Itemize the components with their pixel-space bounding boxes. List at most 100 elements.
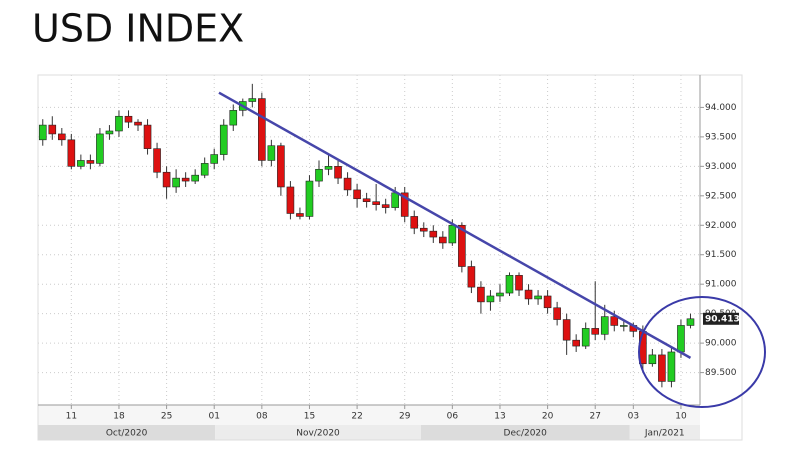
x-tick-label: 20	[542, 412, 554, 422]
candle-body	[429, 230, 438, 238]
month-label: Nov/2020	[296, 429, 340, 439]
y-tick-label: 91.500	[705, 250, 737, 260]
candle-body	[372, 201, 380, 205]
candle-body	[77, 160, 85, 167]
x-tick-label: 18	[113, 412, 125, 422]
month-band	[215, 425, 421, 440]
candle-body	[343, 177, 352, 191]
candle-body	[248, 98, 257, 102]
candle-body	[410, 216, 419, 229]
month-label: Oct/2020	[106, 429, 148, 439]
y-tick-label: 90.000	[705, 339, 737, 349]
candle-body	[439, 236, 447, 244]
y-tick-label: 92.500	[705, 191, 737, 201]
candle-body	[305, 180, 314, 217]
candle-body	[543, 295, 552, 309]
y-tick-label: 91.000	[705, 280, 737, 290]
x-tick-label: 10	[675, 412, 687, 422]
y-tick-label: 93.500	[705, 132, 737, 142]
candle-body	[115, 115, 123, 132]
candle-body	[86, 160, 95, 164]
x-tick-label: 01	[208, 412, 219, 422]
month-band	[420, 425, 630, 440]
candle-body	[191, 174, 199, 182]
y-tick-label: 89.500	[705, 368, 737, 378]
candle-body	[581, 328, 590, 347]
candle-body	[96, 133, 104, 164]
date-band	[38, 405, 700, 425]
candle-body	[600, 316, 609, 335]
candle-body	[105, 130, 114, 135]
candle-body	[286, 186, 295, 214]
candle-body	[591, 328, 600, 335]
candle-body	[619, 325, 628, 327]
x-tick-label: 22	[351, 412, 362, 422]
candle-body	[477, 286, 485, 303]
candle-body	[610, 316, 619, 326]
candle-body	[229, 110, 238, 126]
candle-body	[143, 124, 152, 149]
candle-body	[324, 166, 333, 170]
y-tick-label: 94.000	[705, 103, 737, 113]
candle-body	[315, 168, 323, 182]
candle-body	[515, 275, 523, 291]
month-label: Dec/2020	[504, 429, 548, 439]
candle-body	[210, 154, 219, 164]
candle-body	[296, 213, 304, 217]
candle-body	[419, 227, 428, 232]
candle-body	[258, 98, 266, 161]
x-tick-label: 15	[304, 412, 315, 422]
candle-body	[124, 115, 133, 123]
candle-body	[153, 148, 161, 173]
x-tick-label: 08	[256, 412, 268, 422]
month-band	[38, 425, 216, 440]
month-label: Jan/2021	[644, 429, 685, 439]
chart-title: USD INDEX	[32, 7, 244, 51]
candle-body	[48, 124, 57, 135]
background: Oct/2020 Nov/2020 Dec/2020 Jan/2021 89.500 90…	[38, 75, 737, 440]
candle-body	[267, 145, 276, 161]
candle-body	[277, 145, 285, 188]
candle-body	[553, 307, 561, 320]
candle-body	[486, 295, 495, 303]
x-tick-label: 11	[66, 412, 77, 422]
x-tick-label: 13	[494, 412, 505, 422]
y-tick-label: 92.000	[705, 221, 737, 231]
candle-body	[362, 198, 371, 202]
candle-body	[353, 189, 361, 200]
candle-body	[391, 192, 399, 208]
candle-body	[467, 266, 476, 288]
candle-body	[534, 295, 542, 300]
candle-body	[134, 121, 142, 126]
month-band	[629, 425, 700, 440]
candle-body	[172, 177, 180, 188]
candle-body	[562, 319, 571, 341]
candle-body	[219, 124, 228, 155]
candle-body	[381, 204, 390, 208]
candle-body	[524, 289, 533, 300]
candle-body	[658, 354, 666, 382]
candle-body	[200, 163, 209, 176]
candle-body	[648, 354, 657, 365]
candle-body	[677, 325, 685, 353]
highlight-circle	[638, 296, 766, 408]
x-tick-label: 25	[161, 412, 172, 422]
y-tick-label: 93.000	[705, 162, 737, 172]
candle-body	[505, 275, 514, 294]
candle-body	[400, 192, 409, 217]
x-tick-label: 29	[399, 412, 411, 422]
candle-body	[572, 339, 580, 347]
candle-body	[38, 124, 47, 141]
candle-body	[686, 318, 695, 326]
candle-body	[496, 292, 504, 297]
candle-body	[334, 166, 342, 179]
candle-body	[458, 224, 466, 267]
plot: 90.413	[38, 83, 740, 388]
candle-body	[181, 177, 190, 182]
x-tick-label: 03	[628, 412, 639, 422]
last-price-label: 90.413	[705, 314, 740, 324]
candle-body	[448, 224, 457, 244]
x-tick-label: 06	[447, 412, 459, 422]
